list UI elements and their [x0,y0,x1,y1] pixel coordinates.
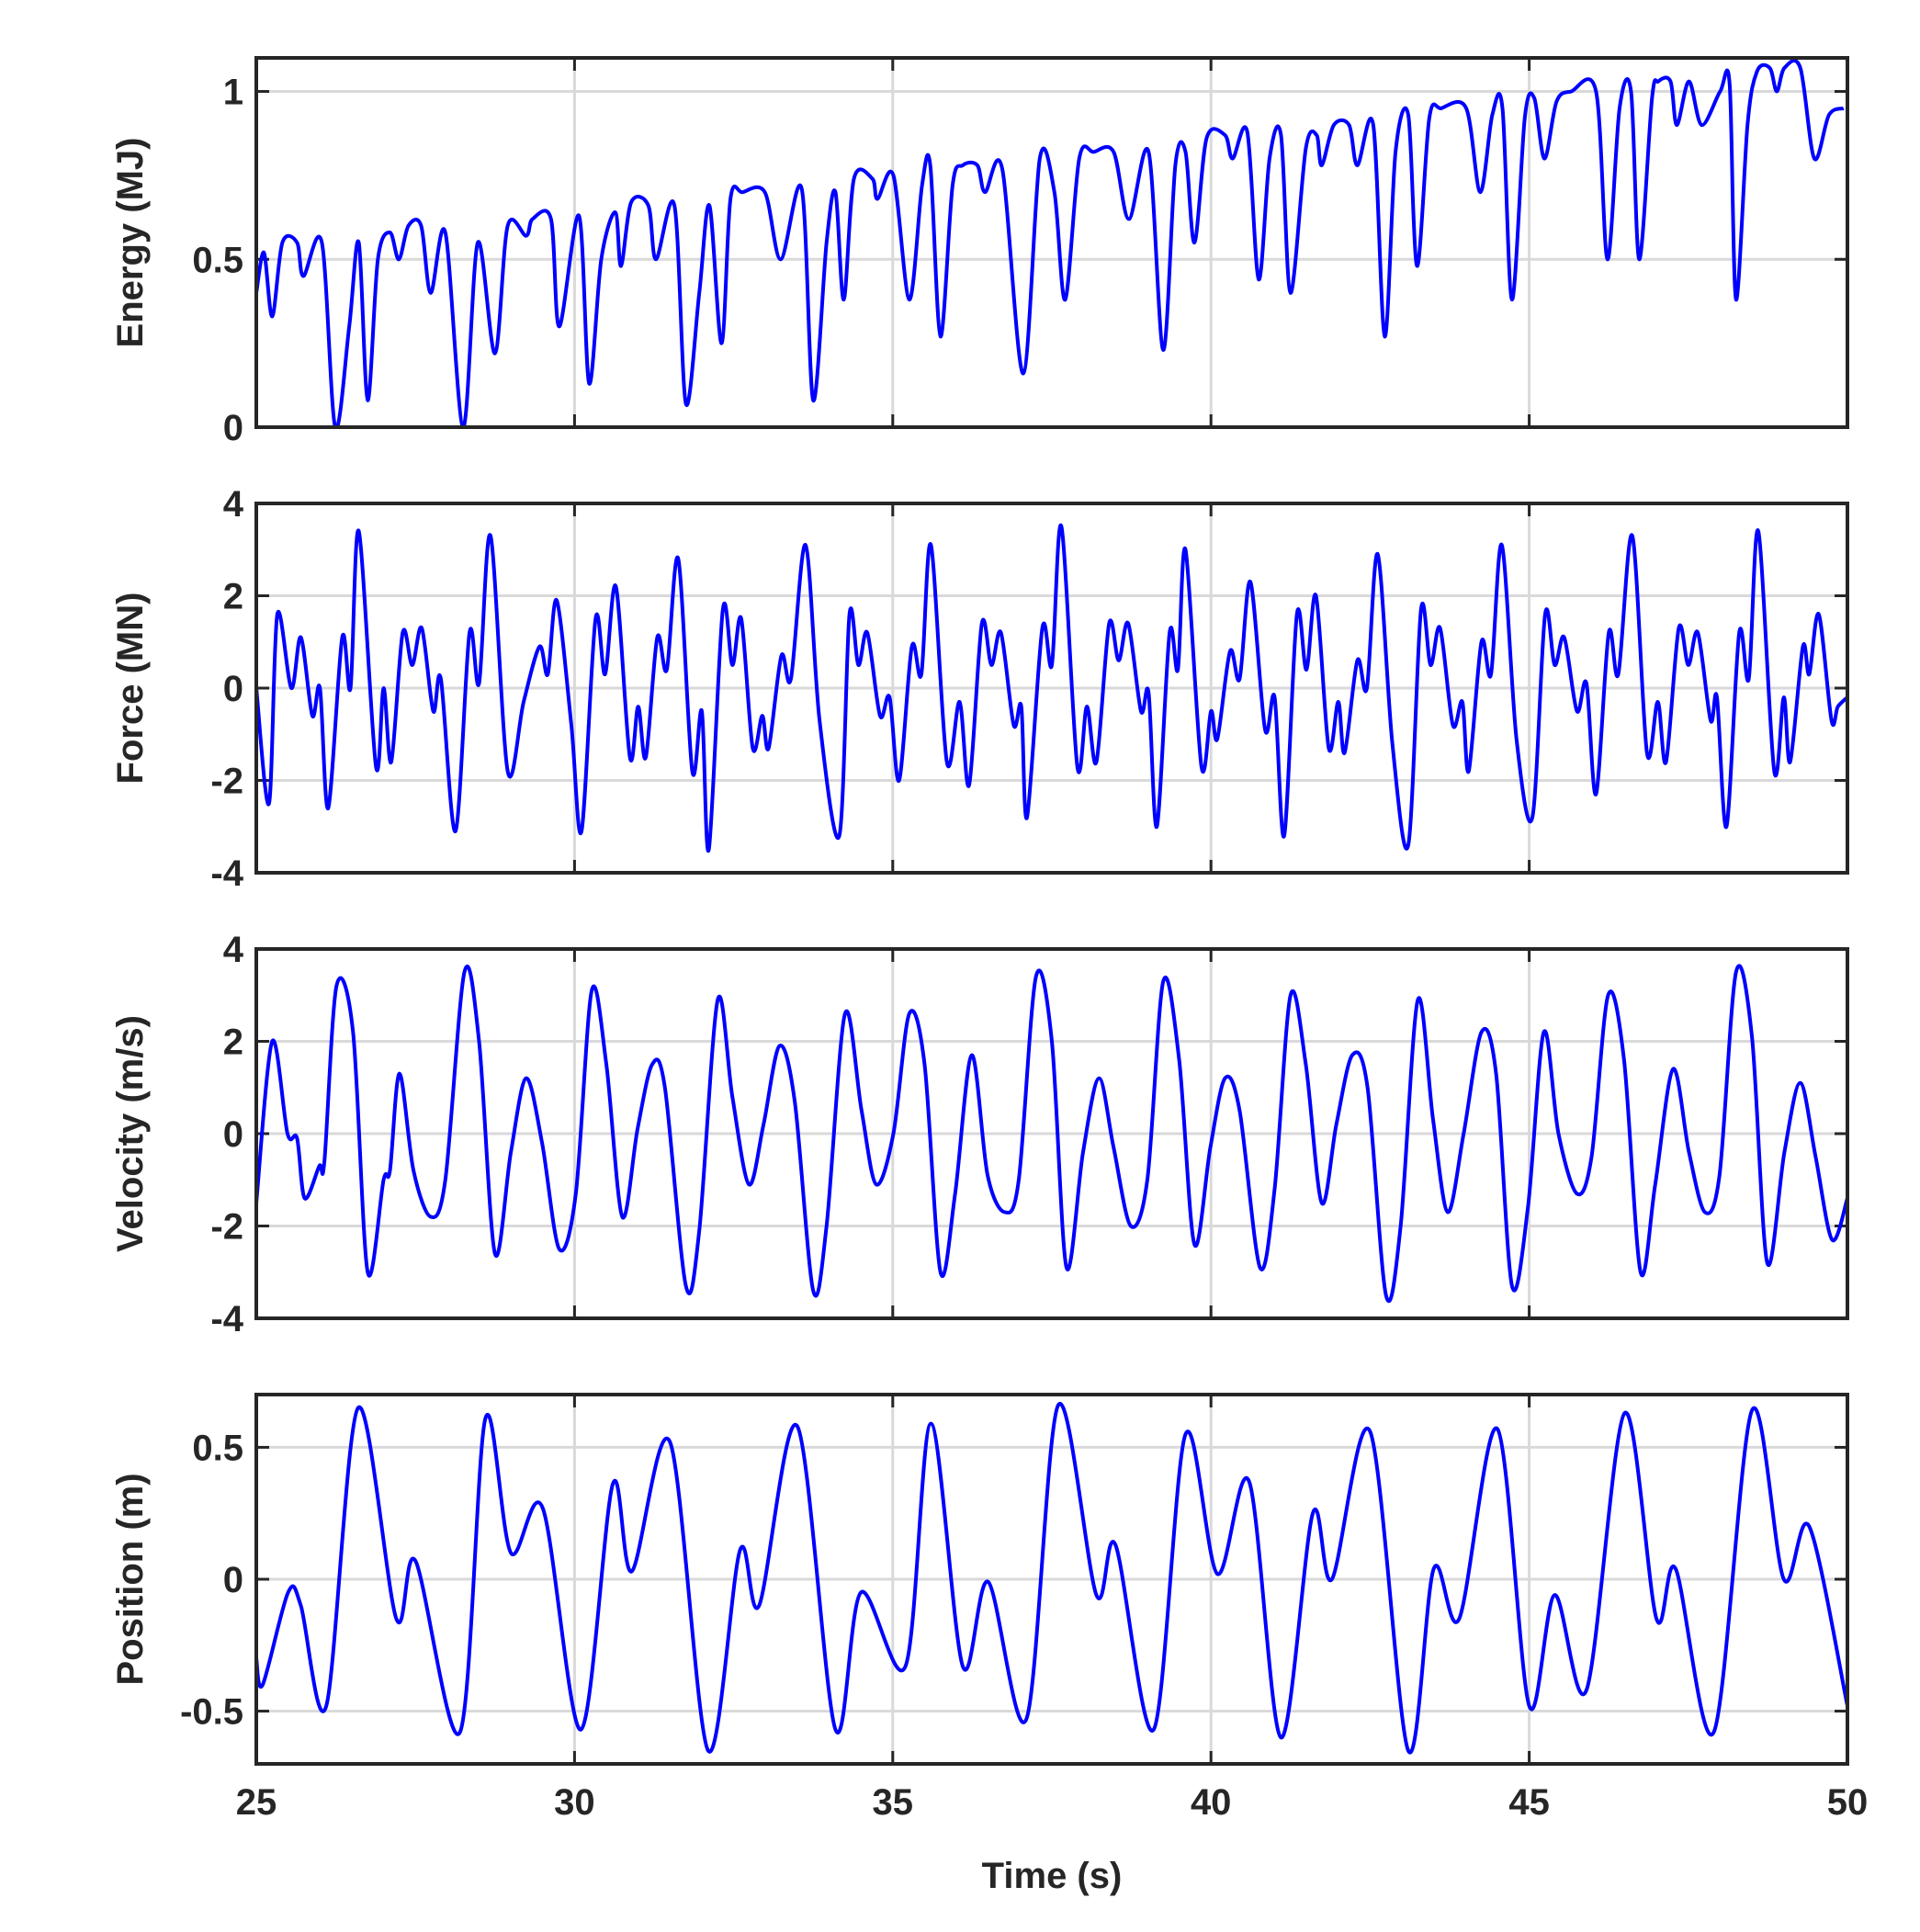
y-axis-label: Force (MN) [110,593,151,785]
subplot: -4 -2 0 2 4 Force (MN) [110,484,1849,894]
subplot: -4 -2 0 2 4 Velocity (m/s) [110,930,1849,1339]
subplot: 25 30 35 40 45 50 -0.5 0 0.5 Position (m) Time (s) [110,1393,1869,1896]
y-tick-label: 2 [223,1022,243,1063]
y-tick-label: -0.5 [180,1692,243,1733]
y-tick-label: -2 [210,1207,243,1248]
axes-box [254,947,1849,1320]
x-tick-label: 45 [1508,1782,1550,1823]
y-tick-label: 0.5 [192,240,243,280]
y-tick-label: 0 [223,1560,243,1600]
y-tick-label: 1 [223,73,243,113]
data-line [256,58,1845,427]
x-tick-label: 35 [873,1782,914,1823]
y-tick-label: -4 [210,1299,243,1339]
x-tick-label: 50 [1827,1782,1869,1823]
axes-box [254,1393,1849,1766]
data-line [256,523,1847,853]
y-tick-label: 4 [223,930,244,970]
y-tick-label: 0 [223,408,243,448]
axes-box [254,502,1849,875]
y-axis-label: Velocity (m/s) [110,1015,151,1252]
x-tick-label: 25 [236,1782,277,1823]
data-line [256,1401,1847,1755]
plot-area [256,58,1847,427]
y-tick-label: -4 [210,853,243,894]
x-tick-label: 30 [554,1782,595,1823]
x-axis-label: Time (s) [982,1856,1123,1896]
axes-box [254,56,1849,429]
subplot: 0 0.5 1 Energy (MJ) [110,56,1849,448]
y-tick-label: 0.5 [192,1428,243,1468]
y-tick-label: 2 [223,577,243,617]
y-axis-label: Energy (MJ) [110,138,151,348]
y-tick-label: 0 [223,669,243,709]
y-tick-label: -2 [210,762,243,802]
data-line [256,964,1847,1304]
y-axis-label: Position (m) [110,1473,151,1685]
y-tick-label: 0 [223,1114,243,1155]
y-tick-label: 4 [223,484,244,525]
x-tick-label: 40 [1191,1782,1232,1823]
